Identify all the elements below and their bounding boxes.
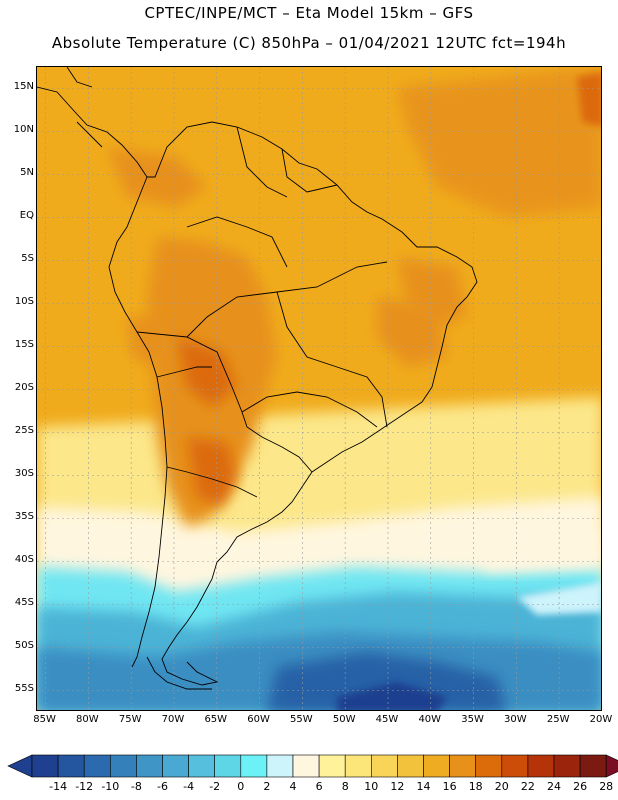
colorbar-swatch xyxy=(240,754,268,778)
colorbar-tick-label: 8 xyxy=(341,780,349,793)
lat-tick-label: 25S xyxy=(14,424,34,436)
colorbar-tick-label: 26 xyxy=(573,780,588,793)
lon-tick-label: 25W xyxy=(546,714,570,725)
colorbar-over-arrow xyxy=(605,754,618,778)
colorbar-swatch xyxy=(83,754,111,778)
lat-tick-label: 45S xyxy=(14,596,34,608)
colorbar-swatch xyxy=(501,754,529,778)
colorbar-tick-label: 24 xyxy=(547,780,561,793)
lat-tick-label: EQ xyxy=(19,209,34,221)
continent-outlines xyxy=(37,67,478,690)
map-title: CPTEC/INPE/MCT – Eta Model 15km – GFS xyxy=(144,4,474,22)
colorbar-tick-label: 20 xyxy=(494,780,509,793)
colorbar-tick-label: -8 xyxy=(130,780,142,793)
colorbar-tick-label: 10 xyxy=(364,780,379,793)
lat-tick-label: 50S xyxy=(14,639,34,651)
lat-tick-label: 10S xyxy=(14,295,34,307)
lon-tick-label: 85W xyxy=(33,714,56,725)
colorbar-tick-label: -4 xyxy=(183,780,195,793)
colorbar-swatch xyxy=(475,754,503,778)
lat-lon-grid xyxy=(37,67,601,710)
colorbar-swatch xyxy=(110,754,137,778)
lat-tick-label: 15S xyxy=(14,338,34,350)
lat-tick-label: 5S xyxy=(21,252,34,264)
lon-tick-label: 35W xyxy=(461,714,484,725)
colorbar-tick-label: 2 xyxy=(263,780,271,793)
lon-tick-label: 80W xyxy=(76,714,99,725)
colorbar-swatch xyxy=(266,754,294,778)
colorbar-tick-label: 14 xyxy=(416,780,431,793)
colorbar-swatch xyxy=(214,754,242,778)
colorbar-tick-label: 22 xyxy=(520,780,535,793)
colorbar-swatch xyxy=(162,754,189,778)
map-subtitle: Absolute Temperature (C) 850hPa – 01/04/… xyxy=(51,34,567,52)
colorbar-tick-label: 6 xyxy=(315,780,323,793)
colorbar-swatch xyxy=(188,754,216,778)
colorbar-swatch xyxy=(553,754,581,778)
lon-tick-label: 50W xyxy=(332,714,356,725)
colorbar-tick-label: -12 xyxy=(75,780,94,793)
lat-tick-label: 40S xyxy=(14,553,34,565)
lon-tick-label: 70W xyxy=(161,714,185,725)
lat-tick-label: 10N xyxy=(13,123,34,135)
colorbar-swatch xyxy=(397,754,424,778)
colorbar-tick-label: 16 xyxy=(442,780,457,793)
lon-tick-label: 55W xyxy=(290,714,313,725)
colorbar-swatch xyxy=(31,754,59,778)
lon-tick-label: 60W xyxy=(247,714,270,725)
colorbar-swatch xyxy=(57,754,85,778)
temperature-colorbar xyxy=(7,754,618,778)
colorbar-swatch xyxy=(423,754,450,778)
lon-tick-label: 75W xyxy=(118,714,142,725)
colorbar-swatch xyxy=(292,754,320,778)
warm-cores xyxy=(107,67,601,527)
colorbar-tick-label: -14 xyxy=(49,780,68,793)
colorbar-swatch xyxy=(527,754,555,778)
colorbar-under-arrow xyxy=(7,754,33,778)
map-panel xyxy=(36,66,602,711)
lon-tick-label: 65W xyxy=(204,714,228,725)
lat-tick-label: 15N xyxy=(13,80,34,92)
colorbar-tick-label: -2 xyxy=(209,780,221,793)
colorbar-tick-label: -10 xyxy=(101,780,120,793)
colorbar-tick-label: -6 xyxy=(157,780,168,793)
colorbar-tick-label: 18 xyxy=(468,780,483,793)
colorbar-swatch xyxy=(579,754,607,778)
lat-tick-label: 20S xyxy=(14,381,34,393)
lon-tick-label: 40W xyxy=(418,714,442,725)
lat-tick-label: 55S xyxy=(14,682,34,694)
lon-tick-label: 45W xyxy=(375,714,399,725)
colorbar-tick-label: 28 xyxy=(599,780,614,793)
lat-tick-label: 5N xyxy=(20,166,34,178)
lon-tick-label: 20W xyxy=(589,714,613,725)
colorbar-swatch xyxy=(318,754,346,778)
lat-tick-label: 35S xyxy=(14,510,34,522)
colorbar-tick-label: 0 xyxy=(237,780,245,793)
colorbar-swatch xyxy=(136,754,163,778)
temperature-field-map xyxy=(37,67,601,710)
colorbar-swatch xyxy=(370,754,398,778)
colorbar-swatch xyxy=(344,754,372,778)
colorbar-swatch xyxy=(449,754,477,778)
lon-tick-label: 30W xyxy=(504,714,527,725)
lat-tick-label: 30S xyxy=(14,467,34,479)
colorbar-tick-label: 4 xyxy=(289,780,297,793)
colorbar-tick-label: 12 xyxy=(390,780,405,793)
